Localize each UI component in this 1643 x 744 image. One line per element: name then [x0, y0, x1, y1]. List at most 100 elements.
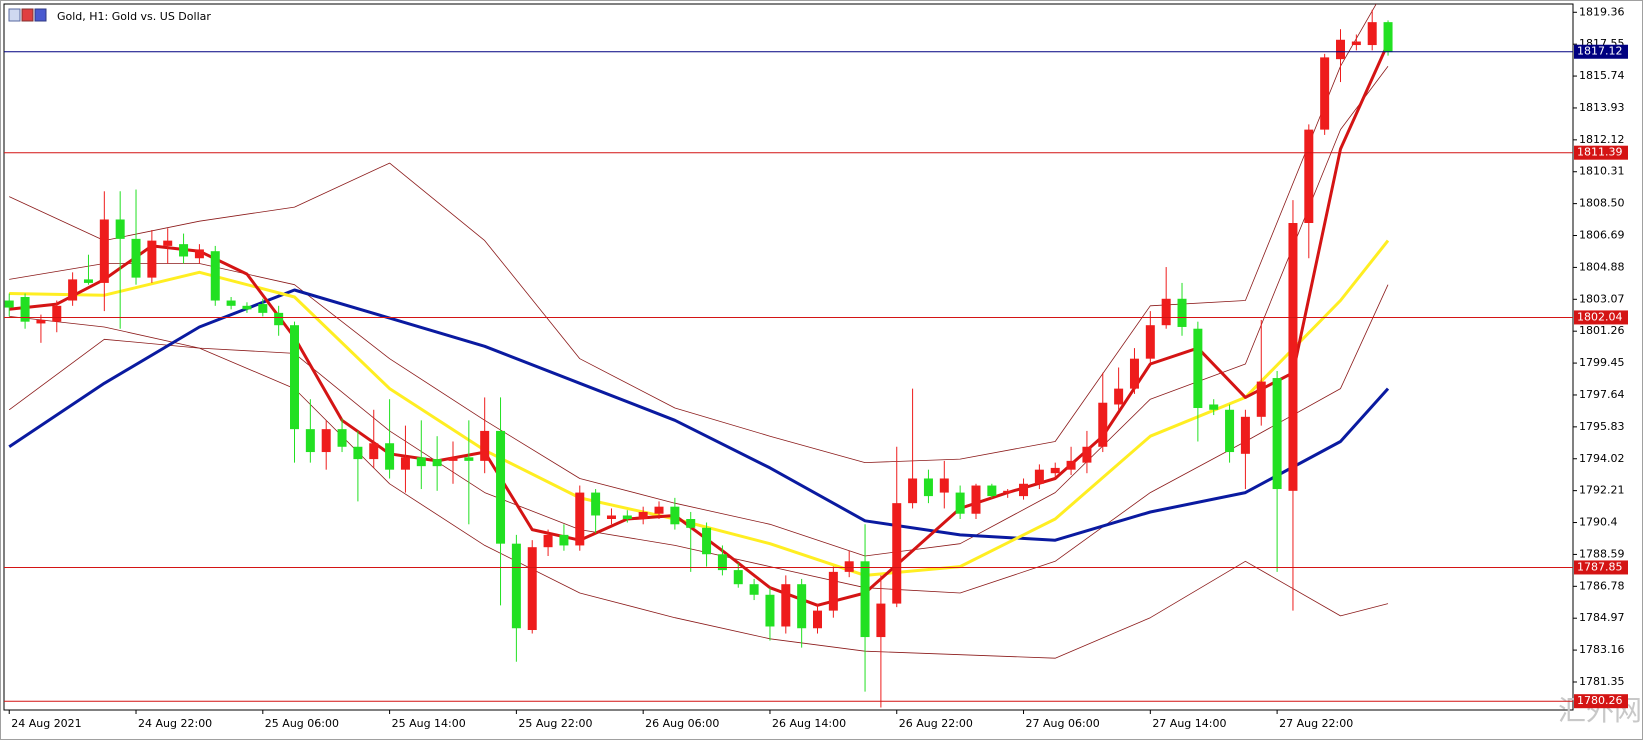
candle-body — [923, 478, 933, 497]
x-tick-label: 25 Aug 14:00 — [392, 717, 466, 730]
candle-body — [606, 515, 616, 520]
candle-body — [305, 429, 315, 453]
indicator-line — [9, 42, 1390, 607]
candle-body — [36, 319, 46, 324]
candle-body — [290, 325, 300, 430]
indicator-line — [9, 4, 1377, 463]
candle-body — [702, 527, 712, 555]
candle-body — [1304, 129, 1314, 224]
candle-body — [464, 457, 474, 461]
level-label: 1817.12 — [1577, 45, 1623, 58]
level-label-bg — [1574, 310, 1628, 325]
y-tick-label: 1781.35 — [1579, 675, 1625, 688]
x-tick-label: 27 Aug 06:00 — [1026, 717, 1100, 730]
candle-body — [1209, 404, 1219, 410]
y-tick-label: 1815.74 — [1579, 69, 1625, 82]
x-tick-label: 24 Aug 22:00 — [138, 717, 212, 730]
y-tick-label: 1803.07 — [1579, 292, 1625, 305]
candle-body — [686, 519, 696, 528]
candle-body — [321, 429, 331, 453]
candle-body — [83, 279, 93, 283]
candle-body — [99, 219, 109, 283]
candle-body — [68, 279, 78, 301]
candle-body — [1003, 490, 1013, 493]
plot-border — [3, 3, 1574, 711]
x-tick-label: 25 Aug 22:00 — [518, 717, 592, 730]
candle-body — [1129, 358, 1139, 389]
chart-title: Gold, H1: Gold vs. US Dollar — [57, 10, 211, 23]
candle-body — [226, 300, 236, 306]
y-tick-label: 1801.26 — [1579, 324, 1625, 337]
y-tick-label: 1812.12 — [1579, 133, 1625, 146]
y-tick-label: 1792.21 — [1579, 484, 1625, 497]
candle-body — [1161, 298, 1171, 326]
candle-body — [179, 244, 189, 257]
candle-body — [987, 485, 997, 497]
y-tick-label: 1819.36 — [1579, 5, 1625, 18]
candle-body — [337, 429, 347, 447]
candle-body — [1066, 460, 1076, 470]
candle-body — [1177, 298, 1187, 327]
level-label: 1780.26 — [1577, 694, 1623, 707]
x-tick-label: 27 Aug 14:00 — [1152, 717, 1226, 730]
candle-body — [559, 534, 569, 546]
candle-body — [115, 219, 125, 239]
candle-body — [1034, 469, 1044, 484]
candle-body — [1351, 41, 1361, 46]
y-tick-label: 1794.02 — [1579, 452, 1625, 465]
candle-body — [1114, 388, 1124, 405]
candle-body — [4, 300, 14, 308]
candle-body — [749, 584, 759, 595]
candle-body — [163, 240, 173, 246]
candle-body — [670, 506, 680, 525]
y-tick-label: 1790.4 — [1579, 516, 1618, 529]
candle-body — [1240, 416, 1250, 454]
candle-body — [1320, 57, 1330, 130]
level-label: 1787.85 — [1577, 560, 1623, 573]
candle-body — [527, 547, 537, 631]
candle-body — [416, 457, 426, 467]
candle-body — [781, 584, 791, 627]
candle-body — [400, 457, 410, 470]
candle-body — [1288, 223, 1298, 491]
plot-area — [4, 4, 1573, 708]
candle-body — [258, 304, 268, 313]
candle-body — [828, 571, 838, 611]
candle-body — [908, 478, 918, 504]
candle-body — [432, 459, 442, 467]
candle-body — [717, 554, 727, 571]
candle-body — [1383, 22, 1393, 53]
y-tick-label: 1784.97 — [1579, 611, 1625, 624]
candle-body — [1145, 325, 1155, 359]
candle-body — [496, 430, 506, 544]
y-tick-label: 1804.88 — [1579, 260, 1625, 273]
candle-body — [654, 506, 664, 514]
level-label-bg — [1574, 694, 1628, 709]
candle-body — [20, 297, 30, 322]
candle-body — [385, 443, 395, 470]
x-tick-label: 27 Aug 22:00 — [1279, 717, 1353, 730]
candle-body — [1225, 409, 1235, 453]
candle-body — [480, 430, 490, 461]
candle-body — [733, 570, 743, 585]
x-tick-label: 26 Aug 06:00 — [645, 717, 719, 730]
candle-body — [353, 446, 363, 460]
symbol-icon — [8, 8, 47, 22]
y-tick-label: 1808.50 — [1579, 197, 1625, 210]
level-label-bg — [1574, 560, 1628, 575]
y-tick-label: 1786.78 — [1579, 579, 1625, 592]
candle-body — [622, 515, 632, 520]
level-label: 1811.39 — [1577, 146, 1623, 159]
candle-body — [575, 492, 585, 546]
candle-body — [955, 492, 965, 514]
y-tick-label: 1783.16 — [1579, 643, 1625, 656]
candle-body — [1336, 39, 1346, 60]
candle-body — [242, 305, 252, 310]
y-tick-label: 1813.93 — [1579, 101, 1625, 114]
y-tick-label: 1799.45 — [1579, 356, 1625, 369]
x-tick-label: 25 Aug 06:00 — [265, 717, 339, 730]
candle-body — [860, 561, 870, 638]
candle-body — [1367, 22, 1377, 46]
candle-body — [797, 584, 807, 629]
